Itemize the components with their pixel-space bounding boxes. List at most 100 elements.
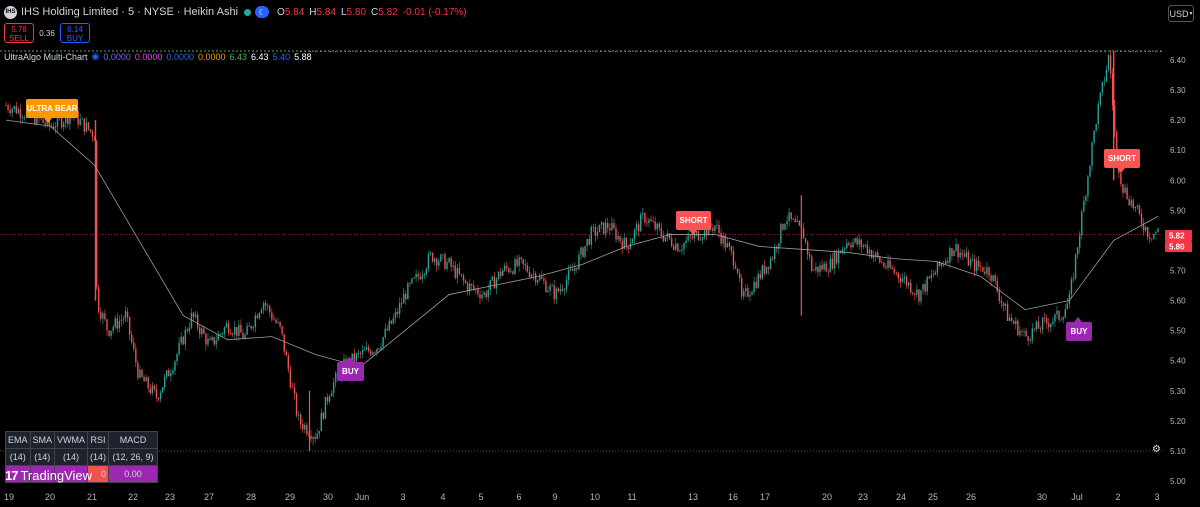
candle (1111, 73, 1114, 106)
y-tick-label: 5.70 (1170, 267, 1186, 276)
candle (205, 333, 207, 345)
candle (924, 283, 926, 292)
candle (771, 258, 774, 260)
candle (969, 260, 972, 266)
candle (885, 266, 887, 268)
candle (794, 219, 796, 222)
candle (52, 126, 55, 129)
candle (396, 311, 399, 314)
candle (456, 267, 459, 278)
candle (619, 235, 621, 242)
candle (602, 222, 605, 234)
sell-button[interactable]: 5.78 SELL (4, 23, 34, 43)
candle (291, 387, 294, 389)
indicator-value: 0.0000 (134, 51, 163, 62)
candle (508, 268, 510, 273)
candle (458, 267, 461, 275)
candle (788, 212, 790, 221)
candle (454, 265, 456, 278)
candle (1093, 130, 1095, 143)
candle (1039, 328, 1042, 330)
x-tick-label: Jun (355, 492, 370, 502)
candle (547, 290, 549, 293)
candle (1010, 317, 1013, 321)
candle (448, 258, 450, 263)
candle (1050, 323, 1052, 328)
candle (720, 232, 722, 244)
candle (953, 250, 955, 257)
candle (883, 262, 885, 267)
candle (170, 373, 172, 377)
candle (460, 274, 463, 276)
table-value (54, 465, 89, 483)
candle (17, 109, 20, 114)
candle (182, 336, 184, 345)
candle (712, 227, 714, 232)
y-tick-label: 5.20 (1170, 417, 1186, 426)
eye-icon[interactable]: ◉ (91, 51, 100, 61)
candle (302, 424, 304, 430)
candle (798, 221, 801, 226)
candle (114, 318, 116, 328)
candle (955, 244, 957, 251)
candle (330, 392, 333, 397)
candle (578, 254, 580, 270)
price-change: -0.01 (-0.17%) (402, 6, 467, 18)
candle (854, 238, 856, 243)
x-tick-label: Jul (1071, 492, 1083, 502)
candle (374, 352, 376, 354)
candle (487, 289, 489, 298)
candle (479, 294, 481, 299)
table-value: 0 (87, 465, 110, 483)
x-tick-label: 25 (928, 492, 938, 502)
candle (122, 318, 125, 320)
candle (938, 261, 941, 266)
table-value (29, 465, 56, 483)
candle (248, 325, 250, 327)
candle (588, 239, 590, 245)
y-tick-label: 6.30 (1170, 86, 1186, 95)
candle (335, 372, 337, 383)
candle (192, 312, 195, 317)
candle (1089, 165, 1091, 177)
candle (271, 312, 273, 320)
candle (701, 237, 704, 240)
candle (118, 320, 121, 329)
candle (60, 117, 63, 128)
candle (565, 279, 568, 290)
tradingview-logo[interactable]: 17 TradingView (5, 467, 92, 483)
candle (864, 244, 867, 246)
candle (499, 271, 502, 276)
candle (922, 283, 924, 291)
candle (34, 112, 36, 125)
indicator-legend[interactable]: UltraAlgo Multi-Chart ◉ 0.0000 0.0000 0.00… (4, 51, 312, 62)
candle (409, 283, 411, 284)
low-price-tag-bg (1165, 241, 1192, 252)
candle (741, 278, 743, 297)
moon-icon[interactable]: ☾ (255, 6, 270, 18)
candle (1136, 205, 1139, 207)
candle (199, 327, 201, 335)
candle (188, 327, 191, 332)
signal-arrow (44, 118, 52, 123)
candle (281, 326, 283, 335)
candle (625, 237, 628, 247)
candle (316, 433, 318, 439)
candle (596, 232, 599, 236)
x-tick-label: 2 (1115, 492, 1120, 502)
signal-arrow (689, 230, 697, 235)
y-tick-label: 5.40 (1170, 357, 1186, 366)
indicator-value: 5.40 (272, 51, 291, 62)
gear-icon[interactable]: ⚙ (1152, 444, 1161, 455)
ohlc-values: O5.84 H5.84 L5.80 C5.82 (277, 6, 403, 18)
signal-arrow (1074, 317, 1082, 322)
candle (856, 238, 858, 245)
currency-selector[interactable]: USD ▾ (1168, 5, 1194, 22)
symbol-title[interactable]: IHS Holding Limited · 5 · NYSE · Heikin … (21, 6, 239, 18)
candle (332, 382, 335, 393)
candle (365, 347, 368, 350)
candle (240, 324, 242, 333)
moving-average-line (5, 119, 1159, 368)
buy-button[interactable]: 6.14 BUY (60, 23, 90, 43)
